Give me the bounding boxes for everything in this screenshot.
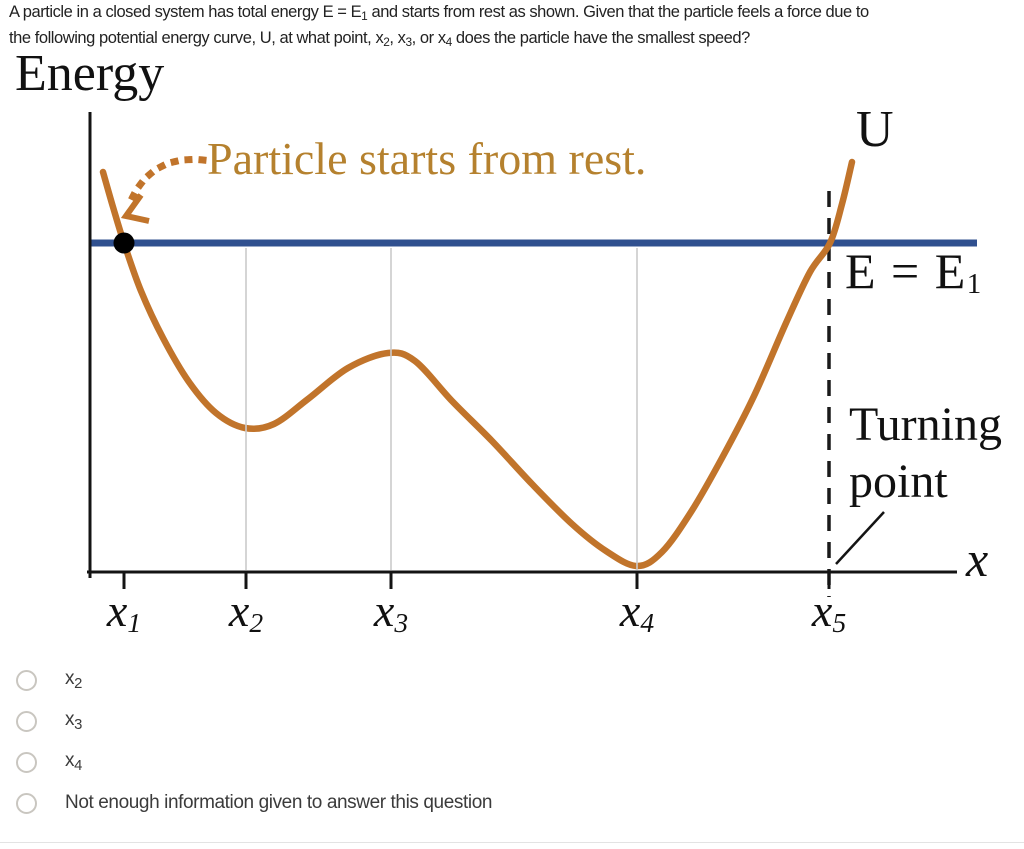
energy-axis-title: Energy [15, 45, 165, 102]
option-label-x2: x2 [65, 667, 82, 693]
option-row-x2[interactable]: x2 [16, 667, 492, 693]
turning-point-pointer-line [835, 511, 885, 565]
x-tick-label-3: x3 [373, 585, 409, 639]
option-label-not-enough-info: Not enough information given to answer t… [65, 792, 493, 813]
radio-button-x3[interactable] [16, 710, 37, 732]
x-tick-labels: x1 x2 x3 x4 x5 [0, 588, 1024, 648]
particle-starts-annotation: Particle starts from rest. [207, 133, 647, 184]
x-tick-label-5: x5 [811, 585, 847, 639]
dotted-arrow-arc [125, 156, 207, 208]
x-tick-label-4: x4 [619, 585, 655, 639]
option-label-x4: x4 [65, 749, 82, 775]
start-point-dot [113, 232, 135, 254]
x-axis-label: x [966, 531, 989, 587]
turning-point-label: Turning point [849, 398, 1002, 508]
potential-energy-curve [99, 158, 856, 570]
x-tick-label-1: x1 [106, 585, 142, 639]
curve-label-u: U [856, 101, 894, 158]
x-tick-label-2: x2 [228, 585, 264, 639]
radio-button-not-enough-info[interactable] [16, 792, 37, 814]
option-row-not-enough-info[interactable]: Not enough information given to answer t… [16, 792, 492, 814]
option-label-x3: x3 [65, 708, 82, 734]
answer-options-list: x2 x3 x4 Not enough information given to an… [16, 667, 492, 833]
question-text-line2: the following potential energy curve, U,… [9, 29, 750, 50]
question-text-line1: A particle in a closed system has total … [9, 3, 869, 24]
bottom-divider [0, 842, 1024, 843]
radio-button-x4[interactable] [16, 751, 37, 773]
radio-button-x2[interactable] [16, 669, 37, 691]
option-row-x4[interactable]: x4 [16, 749, 492, 775]
option-row-x3[interactable]: x3 [16, 708, 492, 734]
dotted-arrow-head [120, 193, 150, 224]
energy-level-label: E = E1 [845, 243, 982, 301]
figure-canvas [87, 112, 977, 597]
